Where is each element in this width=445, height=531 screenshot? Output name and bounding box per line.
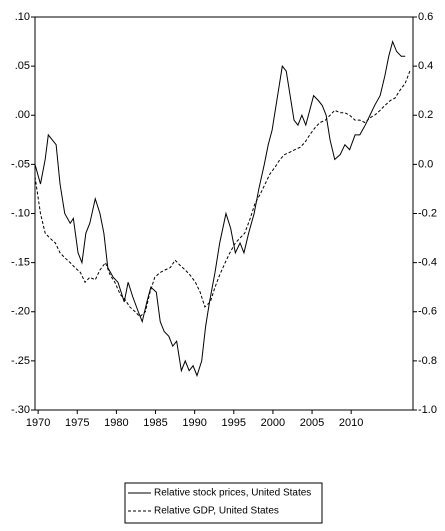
y2-tick-label: 0.2: [418, 109, 433, 121]
legend-label: Relative GDP, United States: [154, 506, 279, 517]
y-tick-label: -.10: [11, 207, 30, 219]
y-tick-label: -.30: [11, 404, 30, 416]
x-tick-label: 1985: [143, 417, 167, 429]
legend-box: [124, 482, 323, 524]
x-tick-label: 1975: [65, 417, 89, 429]
y2-tick-label: 0.4: [418, 60, 433, 72]
y2-tick-label: -0.4: [418, 257, 437, 269]
series-line: [34, 70, 411, 318]
x-tick-label: 1970: [26, 417, 50, 429]
series-line: [34, 39, 406, 378]
y-tick-label: .00: [15, 109, 30, 121]
y-tick-label: -.25: [11, 355, 30, 367]
y-tick-label: -.05: [11, 158, 30, 170]
x-tick-label: 1980: [104, 417, 128, 429]
y2-tick-label: -1.0: [418, 404, 437, 416]
legend-label: Relative stock prices, United States: [154, 488, 311, 499]
y-tick-label: -.15: [11, 257, 30, 269]
y2-tick-label: -0.2: [418, 207, 437, 219]
x-tick-label: 2000: [261, 417, 285, 429]
x-tick-label: 1990: [182, 417, 206, 429]
y-tick-label: .05: [15, 60, 30, 72]
x-tick-label: 2010: [339, 417, 363, 429]
y-tick-label: -.20: [11, 306, 30, 318]
y2-tick-label: -0.8: [418, 355, 437, 367]
x-tick-label: 2005: [300, 417, 324, 429]
y2-tick-label: -0.6: [418, 306, 437, 318]
x-tick-label: 1995: [222, 417, 246, 429]
y-tick-label: .10: [15, 11, 30, 23]
y2-tick-label: 0.0: [418, 158, 433, 170]
y2-tick-label: 0.6: [418, 11, 433, 23]
